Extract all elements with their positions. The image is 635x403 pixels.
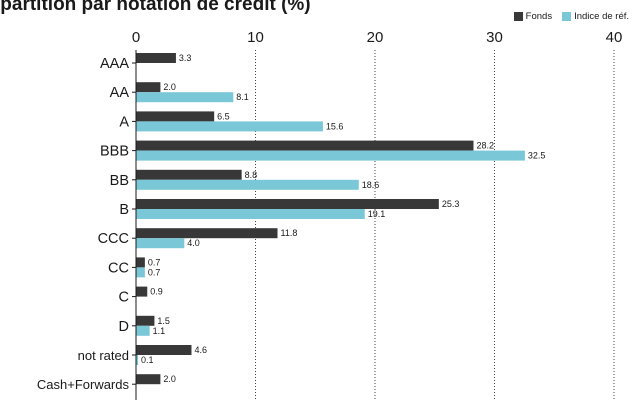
data-label-benchmark-7: 0.7 [148,267,161,277]
data-label-fonds-4: 8.8 [245,170,258,180]
bar-benchmark-3 [136,150,525,161]
category-label-8: C [119,290,129,306]
category-label-3: BBB [100,144,129,160]
bar-fonds-10 [136,345,192,355]
legend-swatch-fonds [513,12,523,21]
bar-fonds-5 [136,199,439,209]
category-label-6: CCC [98,231,129,247]
data-label-benchmark-3: 32.5 [528,151,546,161]
bar-benchmark-1 [136,92,234,103]
legend-label-benchmark: Indice de réf. [574,11,629,22]
data-label-fonds-10: 4.6 [194,345,207,355]
bar-fonds-8 [136,286,148,297]
data-label-benchmark-6: 4.0 [187,238,200,248]
data-label-benchmark-9: 1.1 [153,326,166,336]
data-label-benchmark-2: 15.6 [326,121,344,131]
category-label-11: Cash+Forwards [37,377,130,392]
bar-benchmark-9 [136,325,150,336]
data-label-benchmark-5: 19.1 [368,209,386,219]
bar-fonds-9 [136,315,155,326]
data-label-fonds-1: 2.0 [163,82,176,92]
x-tick-label-20: 20 [367,29,384,46]
bar-benchmark-7 [136,267,145,278]
x-tick-label-40: 40 [606,29,623,46]
legend-item-fonds: Fonds [513,11,553,22]
data-label-fonds-2: 6.5 [217,111,230,121]
category-label-4: BB [110,173,129,189]
legend-swatch-benchmark [562,12,572,21]
category-label-1: AA [110,85,130,101]
x-tick-label-0: 0 [132,29,140,46]
category-label-7: CC [108,260,129,276]
chart-title: Répartition par notation de crédit (%) [0,0,311,15]
category-label-2: A [119,114,129,130]
bar-benchmark-6 [136,238,185,249]
data-label-benchmark-4: 18.6 [362,180,380,190]
legend-item-benchmark: Indice de réf. [562,11,629,22]
category-label-10: not rated [78,348,129,363]
bar-fonds-7 [136,257,145,268]
data-label-fonds-7: 0.7 [148,257,161,267]
legend-label-fonds: Fonds [525,11,553,22]
bar-benchmark-10 [136,355,138,365]
bar-fonds-2 [136,111,215,122]
bar-fonds-6 [136,228,278,239]
bar-fonds-1 [136,82,161,93]
bar-benchmark-2 [136,121,323,132]
data-label-fonds-3: 28.2 [476,141,494,151]
data-label-fonds-9: 1.5 [157,316,170,326]
data-label-benchmark-10: 0.1 [141,355,154,365]
legend: Fonds Indice de réf. [513,11,629,22]
data-label-fonds-6: 11.8 [281,228,298,238]
data-label-fonds-0: 3.3 [179,53,192,63]
category-label-0: AAA [100,56,129,72]
category-label-5: B [119,202,129,218]
bar-fonds-0 [136,53,176,63]
bar-fonds-3 [136,140,474,151]
x-tick-label-10: 10 [247,29,264,46]
data-label-benchmark-1: 8.1 [236,92,249,102]
bar-benchmark-5 [136,209,365,219]
data-label-fonds-11: 2.0 [163,374,176,384]
data-label-fonds-5: 25.3 [442,199,460,209]
x-tick-label-30: 30 [486,29,503,46]
bar-benchmark-4 [136,179,359,190]
data-label-fonds-8: 0.9 [150,287,163,297]
bar-fonds-4 [136,169,242,180]
bar-fonds-11 [136,374,161,385]
category-label-9: D [119,319,129,335]
